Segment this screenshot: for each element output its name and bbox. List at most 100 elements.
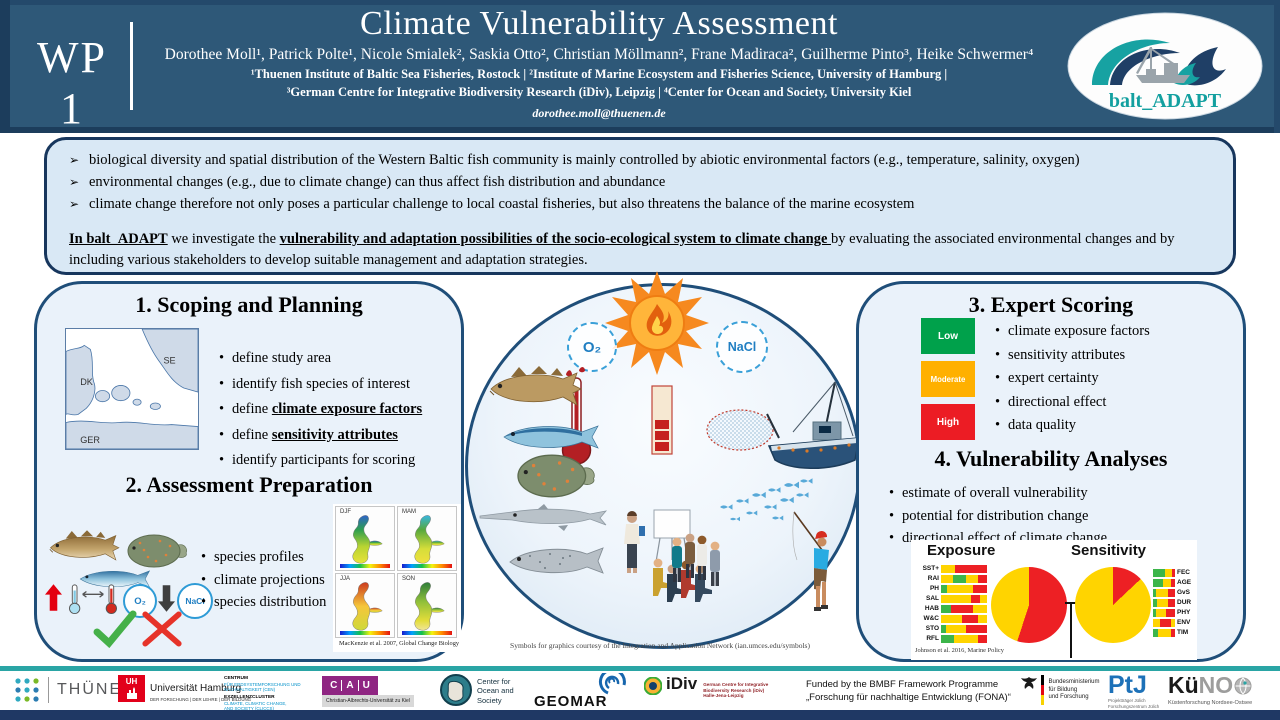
ptj-logo: PtJ Projektträger Jülich Forschungszentru…: [1108, 671, 1160, 709]
factor-row: AGE: [1153, 579, 1197, 587]
list-item: identify fish species of interest: [217, 372, 459, 398]
factor-row: PH: [913, 585, 987, 593]
idiv-icon: [644, 677, 662, 695]
map-label-ger: GER: [80, 435, 100, 445]
funding-statement: Funded by the BMBF Framework Programme „…: [806, 679, 1011, 704]
season-label: JJA: [340, 576, 351, 582]
seasonal-distribution-maps: DJF MAM JJA: [333, 504, 461, 652]
header: WP 1 Climate Vulnerability Assessment Do…: [0, 0, 1280, 133]
section3-bullets: climate exposure factors sensitivity att…: [993, 320, 1223, 438]
wp-divider: [130, 22, 133, 110]
exposure-factor-bars: SST+ RAI PH SAL HAB W&C STO RFL: [913, 565, 987, 645]
list-item: species profiles: [199, 546, 339, 569]
score-chip-high: High: [921, 404, 975, 440]
colorbar: [340, 631, 390, 635]
factor-row: DUR: [1153, 599, 1197, 607]
kuno-subtitle: Küstenforschung Nordsee-Ostsee: [1168, 700, 1253, 706]
colorbar: [340, 564, 390, 568]
header-center: Climate Vulnerability Assessment Dorothe…: [140, 5, 1058, 121]
intro-bullet: climate change therefore not only poses …: [69, 193, 1217, 215]
thuenen-dots-icon: [15, 678, 39, 702]
section2-title: 2. Assessment Preparation: [125, 472, 373, 497]
balt-adapt-logo-text: balt_ADAPT: [1109, 90, 1222, 112]
sensitivity-pie: [1075, 567, 1151, 643]
maps-citation: MacKenzie et al. 2007, Global Change Bio…: [339, 640, 459, 647]
map-label-dk: DK: [80, 377, 93, 387]
factor-row: RFL: [913, 635, 987, 643]
sun-icon: [605, 271, 709, 375]
wp-label: WP 1: [37, 33, 107, 133]
checkmark-icon: [93, 610, 137, 648]
intro-bullet: environmental changes (e.g., due to clim…: [69, 171, 1217, 193]
section3-title: 3. Expert Scoring: [968, 292, 1134, 317]
colorbar: [402, 631, 452, 635]
decrease-arrow-icon: [158, 585, 175, 612]
balt-adapt-logo-graphic: balt_ADAPT: [1067, 12, 1263, 120]
temperature-range-icon: [69, 584, 117, 615]
vulnerability-chart: Exposure Sensitivity SST+ RAI PH SAL HAB W&C S…: [911, 540, 1197, 660]
uni-hamburg-logo: UH Universität Hamburg DER FORSCHUNG | D…: [118, 675, 251, 702]
section4-title: 4. Vulnerability Analyses: [934, 446, 1168, 471]
factor-row: SST+: [913, 565, 987, 573]
cross-icon: [142, 611, 182, 647]
study-area-map: DK SE GER: [65, 328, 199, 450]
flounder-icon: [127, 534, 188, 568]
season-label: MAM: [402, 509, 416, 515]
score-chip-moderate: Moderate: [921, 361, 975, 397]
uh-name: Universität Hamburg: [150, 683, 242, 694]
map-label-se: SE: [163, 356, 175, 366]
season-map-jja: JJA: [335, 573, 395, 638]
list-item: expert certainty: [993, 367, 1223, 391]
list-item: define study area: [217, 346, 459, 372]
bottom-bar: [0, 710, 1280, 720]
season-map-mam: MAM: [397, 506, 457, 571]
factor-row: ENV: [1153, 619, 1197, 627]
list-item: define sensitivity attributes: [217, 423, 459, 449]
intro-bullet: biological diversity and spatial distrib…: [69, 149, 1217, 171]
season-map-son: SON: [397, 573, 457, 638]
cau-kiel-logo: C A U Christian-Albrechts-Universität zu…: [322, 676, 414, 707]
intro-statement: In balt_ADAPT we investigate the vulnera…: [69, 229, 1217, 271]
season-map-djf: DJF: [335, 506, 395, 571]
list-item: define climate exposure factors: [217, 397, 459, 423]
intro-statement-mid: we investigate the: [167, 231, 280, 247]
sensitivity-title: Sensitivity: [1071, 542, 1147, 559]
ocean-society-icon: [440, 674, 472, 706]
authors-line: Dorothee Moll¹, Patrick Polte¹, Nicole S…: [164, 46, 1034, 63]
list-item: species distribution: [199, 591, 339, 614]
factor-row: PHY: [1153, 609, 1197, 617]
presenter-figure: [624, 511, 645, 573]
factor-row: RAI: [913, 575, 987, 583]
uh-square-icon: UH: [118, 675, 145, 702]
stakeholder-meeting-illustration: [624, 509, 720, 602]
list-item: climate projections: [199, 569, 339, 592]
flag-bar-icon: [1041, 675, 1044, 705]
list-item: potential for distribution change: [887, 505, 1217, 528]
list-item: climate exposure factors: [993, 320, 1223, 344]
teal-divider: [0, 666, 1280, 671]
idiv-wordmark: iDiv: [666, 674, 698, 693]
kuno-wordmark-gray: NO: [1198, 672, 1234, 698]
balt-adapt-logo: balt_ADAPT: [1066, 11, 1264, 121]
cau-letters: C A U: [322, 676, 378, 695]
herring-illustration: [503, 425, 599, 449]
geomar-swirl-icon: [598, 673, 626, 695]
herring-icon: [79, 570, 151, 588]
factor-row: GvS: [1153, 589, 1197, 597]
exposure-pie: [991, 567, 1067, 643]
intro-box: biological diversity and spatial distrib…: [44, 137, 1236, 275]
oxygen-icon: O₂: [123, 584, 157, 618]
cod-illustration: [489, 366, 582, 406]
kuno-logo: Kü NO Küstenforschung Nordsee-Ostsee: [1168, 672, 1252, 706]
section1-bullets: define study area identify fish species …: [217, 346, 459, 474]
federal-eagle-icon: [1021, 677, 1037, 689]
bmbf-logo: Bundesministerium für Bildung und Forschun…: [1020, 675, 1100, 705]
geomar-logo: GEOMAR: [534, 673, 628, 710]
ptj-wordmark: PtJ: [1108, 671, 1147, 699]
flounder-illustration: [517, 454, 595, 498]
trout-illustration: [509, 547, 604, 574]
boat-silhouette-icon: [1136, 47, 1190, 83]
cod-icon: [49, 530, 120, 561]
list-item: data quality: [993, 414, 1223, 438]
